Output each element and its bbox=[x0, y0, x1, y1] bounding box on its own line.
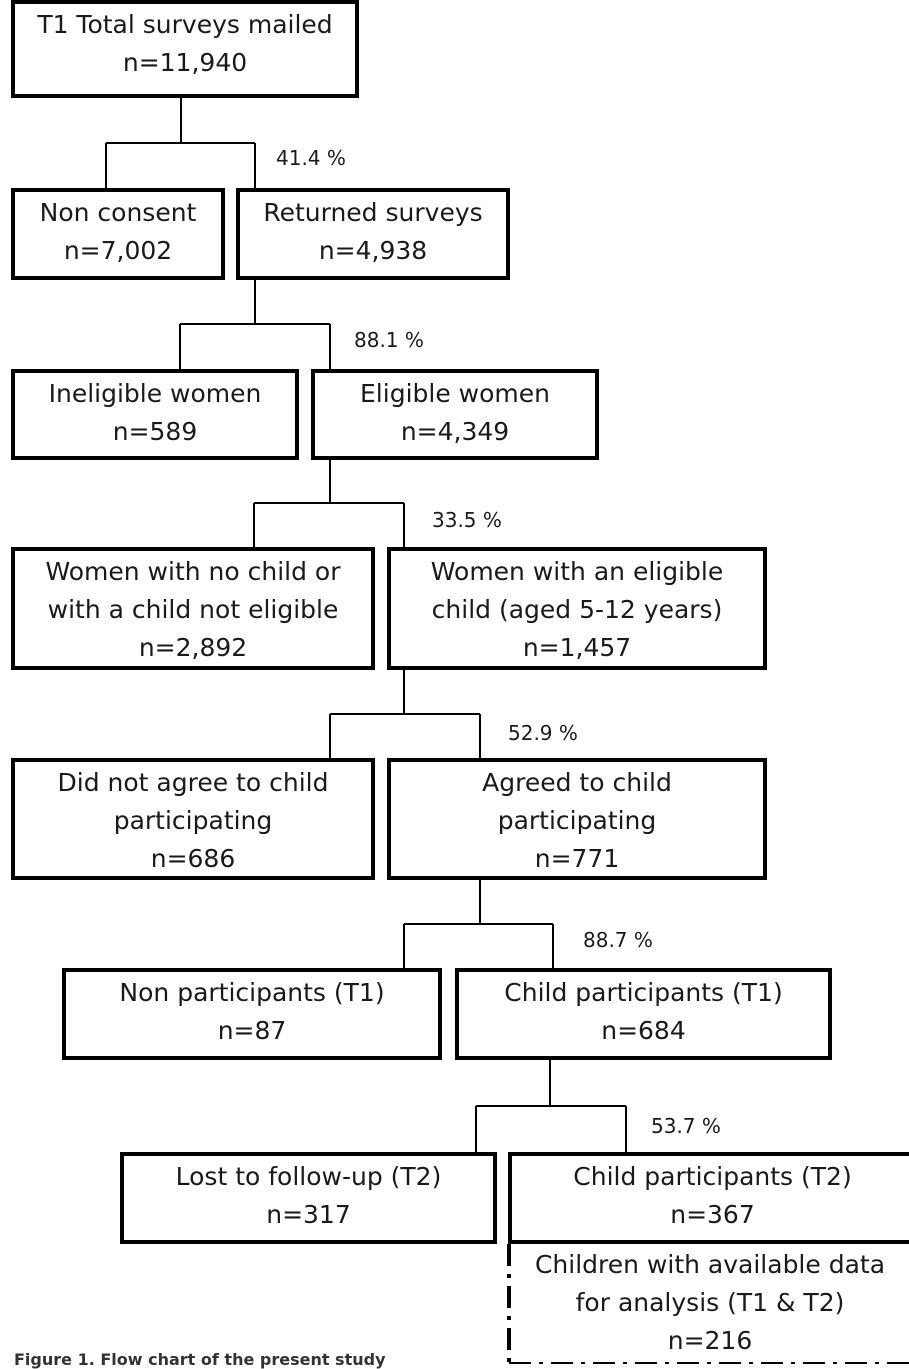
node-count: n=11,940 bbox=[122, 48, 248, 77]
node-line: participating bbox=[497, 806, 657, 835]
node-count: n=367 bbox=[670, 1200, 755, 1229]
node-eligible-child: Women with an eligible child (aged 5-12 … bbox=[387, 547, 767, 670]
node-agreed: Agreed to child participating n=771 bbox=[387, 758, 767, 880]
node-line: Returned surveys bbox=[263, 198, 483, 227]
node-count: n=686 bbox=[150, 844, 236, 873]
node-total-mailed: T1 Total surveys mailed n=11,940 bbox=[11, 0, 359, 98]
node-count: n=216 bbox=[667, 1326, 753, 1355]
node-returned: Returned surveys n=4,938 bbox=[236, 188, 510, 280]
node-line: Non consent bbox=[39, 198, 197, 227]
node-count: n=7,002 bbox=[63, 236, 173, 265]
node-participants-t2: Child participants (T2) n=367 bbox=[508, 1152, 909, 1244]
node-count: n=1,457 bbox=[522, 633, 632, 662]
node-no-child: Women with no child or with a child not … bbox=[11, 547, 375, 670]
node-count: n=771 bbox=[534, 844, 620, 873]
node-non-consent: Non consent n=7,002 bbox=[11, 188, 225, 280]
node-non-participants: Non participants (T1) n=87 bbox=[62, 968, 442, 1060]
node-line: Women with no child or bbox=[45, 557, 341, 586]
node-count: n=684 bbox=[601, 1016, 686, 1045]
node-count: n=589 bbox=[112, 417, 198, 446]
node-count: n=4,938 bbox=[318, 236, 428, 265]
node-lost-followup: Lost to follow-up (T2) n=317 bbox=[120, 1152, 497, 1244]
node-count: n=2,892 bbox=[138, 633, 248, 662]
node-line: Ineligible women bbox=[48, 379, 262, 408]
figure-caption: Figure 1. Flow chart of the present stud… bbox=[14, 1350, 386, 1369]
node-ineligible: Ineligible women n=589 bbox=[11, 369, 299, 460]
node-line: Child participants (T1) bbox=[504, 978, 783, 1007]
node-line: for analysis (T1 & T2) bbox=[575, 1288, 845, 1317]
pct-participants-t1: 88.7 % bbox=[583, 928, 653, 952]
node-participants-t1: Child participants (T1) n=684 bbox=[455, 968, 832, 1060]
node-line: Women with an eligible bbox=[430, 557, 724, 586]
node-line: Lost to follow-up (T2) bbox=[175, 1162, 442, 1191]
node-line: Child participants (T2) bbox=[573, 1162, 852, 1191]
pct-eligible-child: 33.5 % bbox=[432, 508, 502, 532]
pct-returned: 41.4 % bbox=[276, 146, 346, 170]
node-line: T1 Total surveys mailed bbox=[37, 10, 333, 39]
node-line: Non participants (T1) bbox=[119, 978, 385, 1007]
pct-participants-t2: 53.7 % bbox=[651, 1114, 721, 1138]
node-line: with a child not eligible bbox=[47, 595, 339, 624]
node-eligible: Eligible women n=4,349 bbox=[311, 369, 599, 460]
node-count: n=317 bbox=[266, 1200, 351, 1229]
node-available-data: Children with available data for analysi… bbox=[511, 1244, 909, 1362]
node-line: Did not agree to child bbox=[57, 768, 329, 797]
node-did-not-agree: Did not agree to child participating n=6… bbox=[11, 758, 375, 880]
node-count: n=4,349 bbox=[400, 417, 510, 446]
node-line: Children with available data bbox=[534, 1250, 886, 1279]
node-line: child (aged 5-12 years) bbox=[431, 595, 723, 624]
pct-eligible: 88.1 % bbox=[354, 328, 424, 352]
node-line: participating bbox=[113, 806, 273, 835]
node-count: n=87 bbox=[217, 1016, 287, 1045]
node-line: Eligible women bbox=[360, 379, 550, 408]
pct-agreed: 52.9 % bbox=[508, 721, 578, 745]
node-line: Agreed to child bbox=[482, 768, 672, 797]
